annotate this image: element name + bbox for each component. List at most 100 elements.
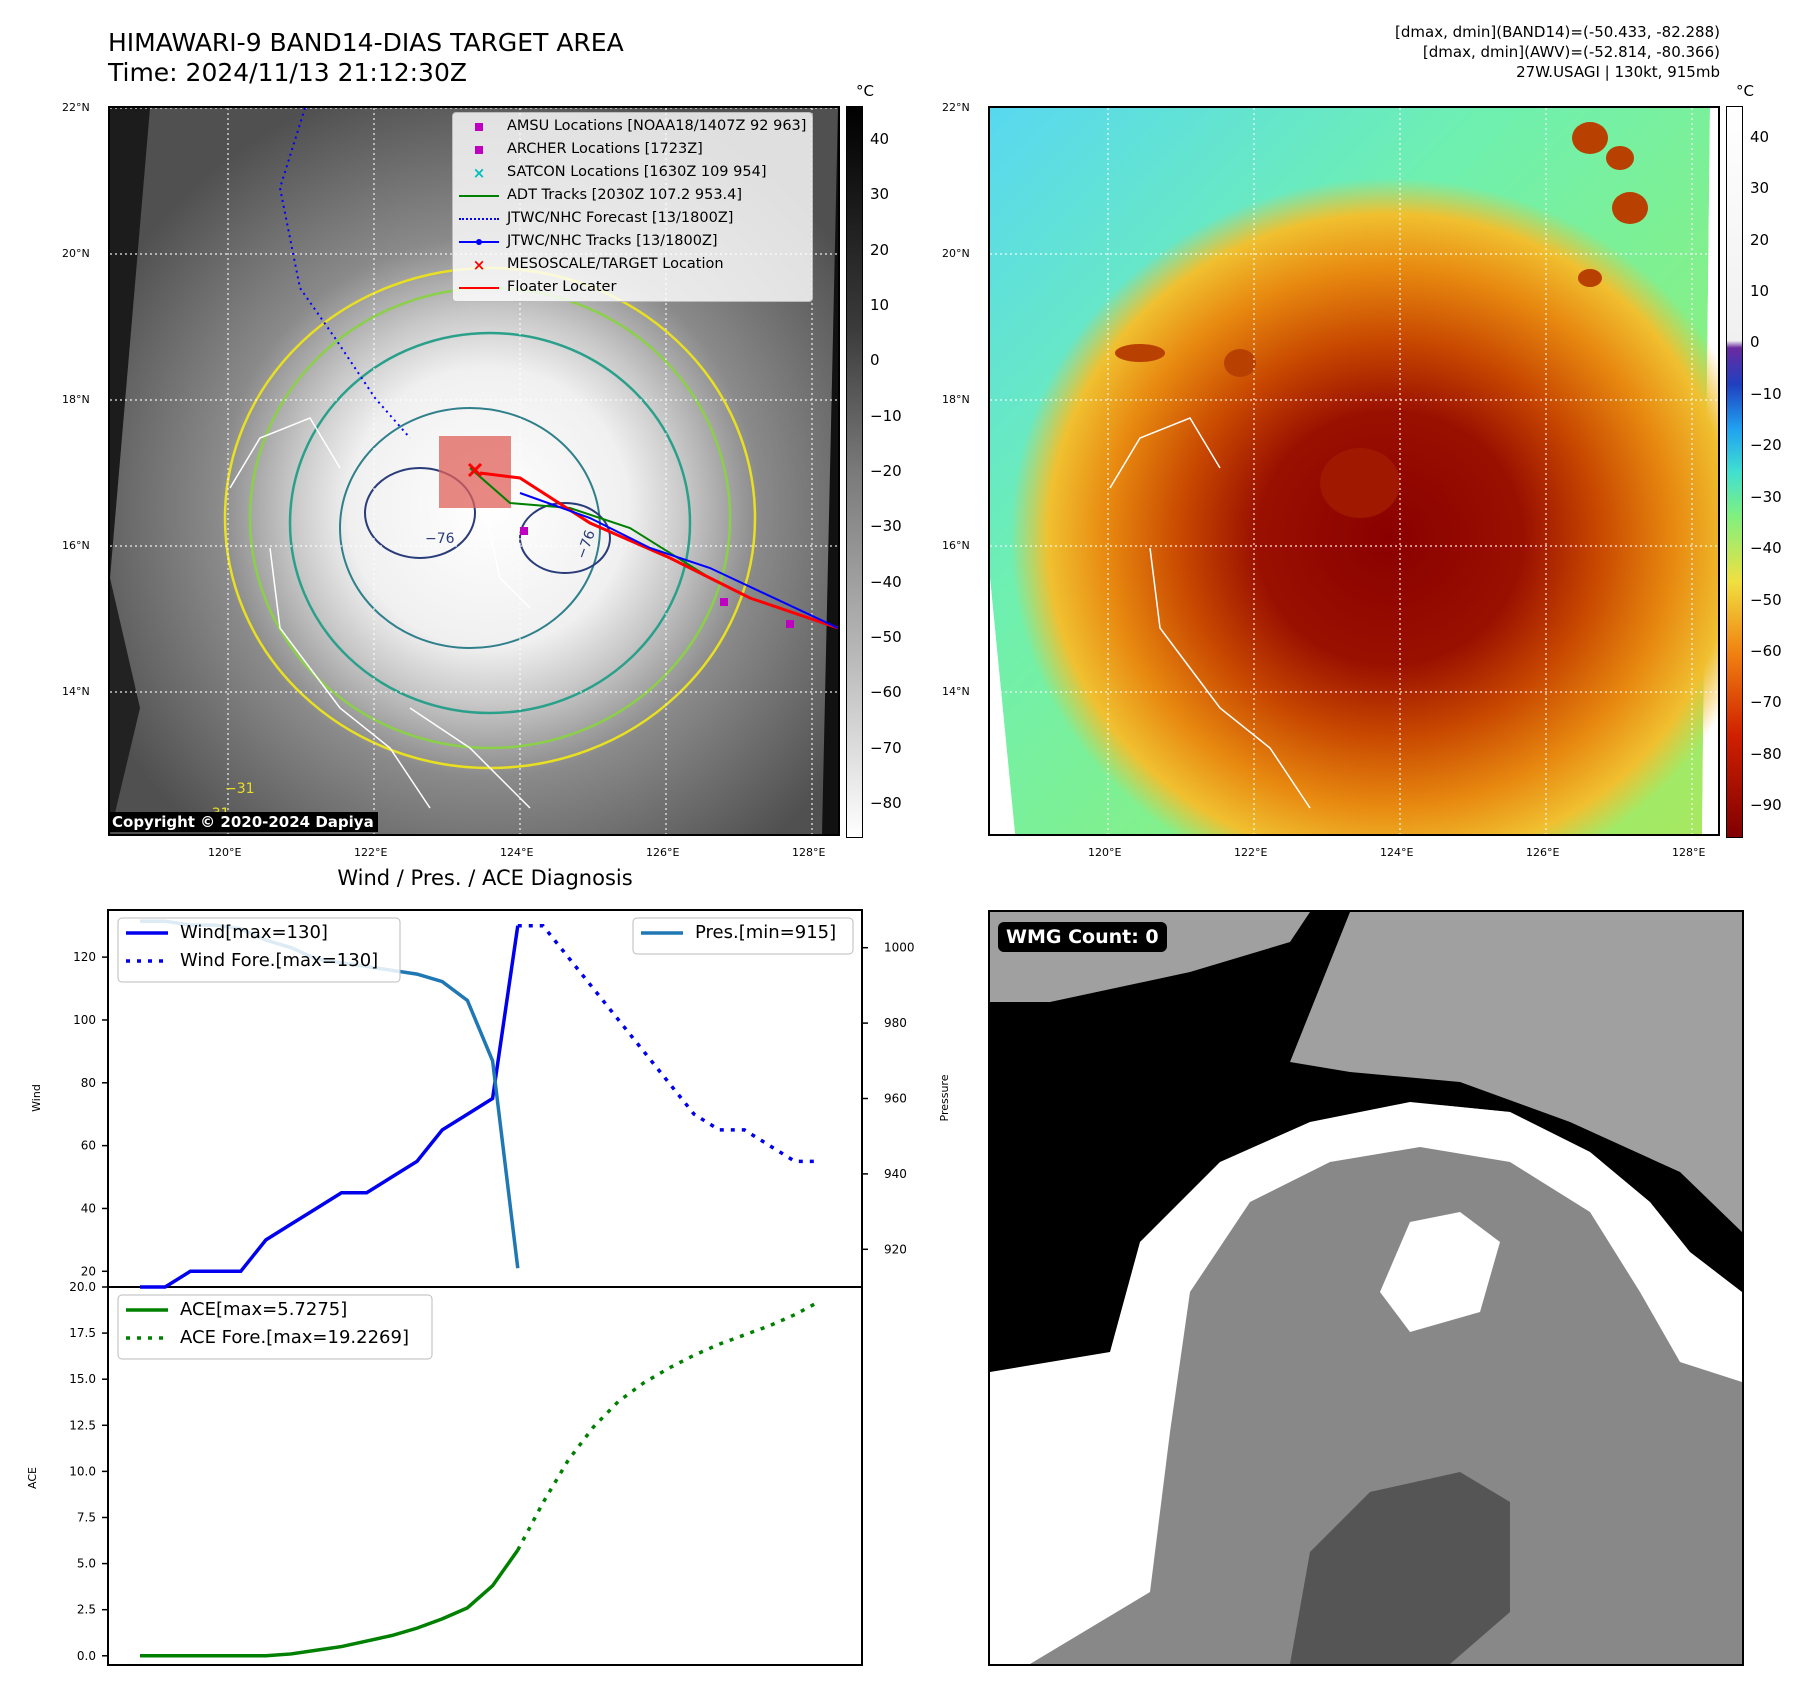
legend-item-satcon: × SATCON Locations [1630Z 109 954] <box>459 161 806 184</box>
ace-y-tick-label: 0.0 <box>77 1649 96 1663</box>
figure-info: [dmax, dmin](BAND14)=(-50.433, -82.288) … <box>1395 22 1720 82</box>
ir-lon-label: 120°E <box>208 846 242 859</box>
storm-eye <box>1320 448 1400 518</box>
wind-y-tick-label: 20 <box>81 1264 96 1278</box>
red-line-icon <box>459 281 499 295</box>
magenta-square-icon <box>459 143 499 157</box>
awv-lon-label: 122°E <box>1234 846 1268 859</box>
navy-contour <box>364 467 476 559</box>
legend-item-amsu: AMSU Locations [NOAA18/1407Z 92 963] <box>459 115 806 138</box>
storm-cells <box>1115 122 1648 377</box>
magenta-square-icon <box>459 120 499 134</box>
wind-y-tick-label: 40 <box>81 1201 96 1215</box>
ir-lat-label: 16°N <box>62 539 90 552</box>
wmg-gray-region <box>1030 1147 1742 1664</box>
awv-colorbar-tick: −10 <box>1750 384 1782 403</box>
ir-colorbar-tick: 20 <box>870 240 890 259</box>
ir-lat-label: 14°N <box>62 685 90 698</box>
wind-series-line <box>140 925 520 1289</box>
awv-colorbar-tick: −20 <box>1750 436 1782 455</box>
ace-series-line <box>140 1549 520 1658</box>
awv-lat-label: 18°N <box>942 393 970 406</box>
legend-item-jtwc-tracks: JTWC/NHC Tracks [13/1800Z] <box>459 230 806 253</box>
diagnosis-title: Wind / Pres. / ACE Diagnosis <box>337 866 633 890</box>
ir-colorbar-tick: 30 <box>870 185 890 204</box>
title-line1: HIMAWARI-9 BAND14-DIAS TARGET AREA <box>108 28 624 57</box>
wind-axis-label: Wind <box>30 1084 43 1112</box>
wmg-count-badge: WMG Count: 0 <box>998 922 1167 952</box>
ir-colorbar-tick: 40 <box>870 130 890 149</box>
pressure-y-tick-label: 1000 <box>884 941 915 955</box>
adt-track <box>469 467 711 579</box>
title-line2: Time: 2024/11/13 21:12:30Z <box>108 58 467 87</box>
wmg-black-band <box>1070 1072 1742 1352</box>
ir-lon-label: 128°E <box>792 846 826 859</box>
awv-lon-label: 120°E <box>1088 846 1122 859</box>
wind-forecast-series-line <box>517 923 820 1164</box>
ir-map-panel: −76 −76 −31 −31 AMSU Locations [NOAA18/1… <box>108 106 840 836</box>
awv-colorbar-tick: 0 <box>1750 333 1760 352</box>
jtwc-forecast-track <box>278 108 411 439</box>
awv-lat-label: 14°N <box>942 685 970 698</box>
cyan-x-icon: × <box>472 163 486 182</box>
ace-y-tick-label: 5.0 <box>77 1557 96 1571</box>
ace-y-tick-label: 7.5 <box>77 1510 96 1524</box>
ace-y-tick-label: 12.5 <box>69 1418 96 1432</box>
ace-legend-label: ACE Fore.[max=19.2269] <box>180 1327 409 1348</box>
ir-map-legend: AMSU Locations [NOAA18/1407Z 92 963] ARC… <box>452 112 814 302</box>
ace-legend-label: ACE[max=5.7275] <box>180 1299 347 1320</box>
awv-map-image <box>990 108 1718 834</box>
awv-lat-label: 22°N <box>942 101 970 114</box>
figure-title: HIMAWARI-9 BAND14-DIAS TARGET AREA Time:… <box>108 28 624 88</box>
wind-legend-label: Wind[max=130] <box>180 922 328 943</box>
ir-colorbar-tick: −60 <box>870 683 902 702</box>
ir-colorbar-tick: −10 <box>870 406 902 425</box>
ir-colorbar-tick: 10 <box>870 296 890 315</box>
copyright-label: Copyright © 2020-2024 Dapiya <box>108 812 378 832</box>
floater-track <box>479 471 838 630</box>
pressure-y-tick-label: 960 <box>884 1092 907 1106</box>
ir-colorbar-tick: −20 <box>870 462 902 480</box>
ir-lon-label: 124°E <box>500 846 534 859</box>
info-line1: [dmax, dmin](BAND14)=(-50.433, -82.288) <box>1395 23 1720 41</box>
pressure-legend-label: Pres.[min=915] <box>695 922 836 943</box>
wind-legend-box <box>117 917 401 983</box>
ir-colorbar-tick: 0 <box>870 351 880 370</box>
ir-lon-label: 126°E <box>646 846 680 859</box>
pressure-y-tick-label: 920 <box>884 1242 907 1256</box>
blue-line-dot-icon <box>459 235 499 249</box>
ir-colorbar-tick: −70 <box>870 738 902 757</box>
ace-y-tick-label: 2.5 <box>77 1603 96 1617</box>
awv-colorbar-tick: −40 <box>1750 539 1782 558</box>
ir-colorbar-tick: −80 <box>870 793 902 812</box>
legend-label: MESOSCALE/TARGET Location <box>507 256 724 272</box>
ir-lat-label: 20°N <box>62 247 90 260</box>
wmg-image <box>990 912 1742 1664</box>
wind-y-tick-label: 120 <box>73 950 96 964</box>
ir-colorbar-tick: −50 <box>870 627 902 646</box>
legend-label: JTWC/NHC Tracks [13/1800Z] <box>507 233 718 249</box>
ace-forecast-series-line <box>516 1299 821 1551</box>
ir-colorbar-tick: −30 <box>870 517 902 536</box>
awv-lon-label: 128°E <box>1672 846 1706 859</box>
pressure-y-tick-label: 940 <box>884 1167 907 1181</box>
teal-contour <box>288 331 692 715</box>
wmg-dark-gray-region <box>1290 1472 1510 1664</box>
awv-colorbar-tick: −60 <box>1750 641 1782 660</box>
awv-colorbar-tick: 30 <box>1750 179 1770 198</box>
legend-item-adt: ADT Tracks [2030Z 107.2 953.4] <box>459 184 806 207</box>
awv-colorbar-tick: 20 <box>1750 230 1770 249</box>
legend-label: ADT Tracks [2030Z 107.2 953.4] <box>507 187 743 203</box>
wind-pressure-frame <box>107 909 863 1288</box>
ace-y-tick-label: 17.5 <box>69 1326 96 1340</box>
pressure-legend-box <box>632 917 854 955</box>
wind-y-tick-label: 80 <box>81 1076 96 1090</box>
info-line3: 27W.USAGI | 130kt, 915mb <box>1516 63 1720 81</box>
awv-colorbar-unit: °C <box>1736 82 1754 100</box>
legend-label: JTWC/NHC Forecast [13/1800Z] <box>507 210 734 226</box>
archer-location-marker <box>520 527 528 535</box>
ace-y-tick-label: 10.0 <box>69 1464 96 1478</box>
wmg-panel <box>988 910 1744 1666</box>
awv-colorbar-tick: −80 <box>1750 744 1782 763</box>
ir-lon-label: 122°E <box>354 846 388 859</box>
